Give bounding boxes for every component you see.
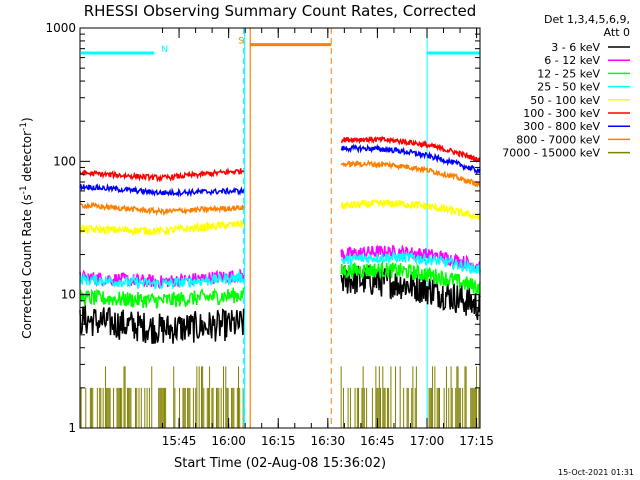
legend-label: 25 - 50 keV: [537, 81, 600, 94]
legend-label: 12 - 25 keV: [537, 67, 600, 80]
legend-label: 7000 - 15000 keV: [502, 147, 600, 160]
legend-label: 3 - 6 keV: [551, 41, 600, 54]
legend-label: 100 - 300 keV: [523, 107, 600, 120]
x-tick-label: 15:45: [162, 434, 197, 448]
series-line: [79, 201, 245, 217]
series-line: [79, 269, 245, 291]
x-tick-label: 16:15: [261, 434, 296, 448]
legend-label: 50 - 100 keV: [530, 94, 600, 107]
series-line: [340, 265, 481, 321]
series-line: [79, 305, 245, 344]
annotation-label: N: [161, 45, 168, 55]
chart-title: RHESSI Observing Summary Count Rates, Co…: [84, 2, 477, 20]
series-line: [340, 249, 481, 275]
series-line: [79, 219, 245, 237]
legend-label: 300 - 800 keV: [523, 120, 600, 133]
series-line: [340, 198, 481, 221]
y-tick-label: 1: [68, 421, 76, 435]
y-tick-label: 1000: [45, 21, 76, 35]
series-line: [79, 182, 245, 198]
y-axis-label: Corrected Count Rate (s-1 detector-1): [19, 117, 34, 338]
annotation-label: S: [238, 37, 244, 47]
x-tick-label: 16:00: [211, 434, 246, 448]
series-line: [340, 135, 481, 163]
y-tick-label: 100: [53, 154, 76, 168]
series-line: [340, 244, 481, 273]
legend-header-line-2: Att 0: [604, 26, 630, 39]
footer-date: 15-Oct-2021 01:31: [558, 468, 634, 477]
legend-label: 800 - 7000 keV: [516, 133, 600, 146]
y-axis: 1 10 100 1000: [45, 21, 480, 435]
x-tick-label: 16:30: [311, 434, 346, 448]
legend-label: 6 - 12 keV: [544, 54, 600, 67]
x-axis: 15:45 16:00 16:15 16:30 16:45 17:00 17:15: [162, 28, 494, 448]
x-tick-label: 17:15: [459, 434, 494, 448]
series-line: [340, 143, 481, 175]
x-tick-label: 16:45: [360, 434, 395, 448]
x-axis-label: Start Time (02-Aug-08 15:36:02): [174, 456, 386, 471]
x-tick-label: 17:00: [410, 434, 445, 448]
series-line: [79, 287, 245, 309]
series-line: [340, 159, 481, 189]
plot-frame: [79, 27, 481, 429]
y-tick-label: 10: [61, 288, 76, 302]
legend-header-line-1: Det 1,3,4,5,6,9,: [544, 13, 630, 26]
series-line: [79, 166, 245, 183]
series-line: [340, 260, 481, 295]
